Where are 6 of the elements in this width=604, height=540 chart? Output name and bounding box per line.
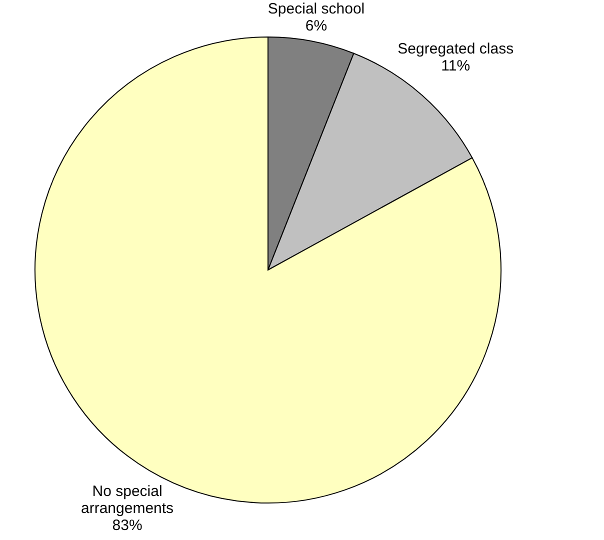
slice-label: No special arrangements xyxy=(80,482,174,517)
data-label: 11% xyxy=(441,58,470,75)
data-label: 83% xyxy=(112,516,142,534)
data-label: 6% xyxy=(305,17,328,34)
slice-label: Special school xyxy=(268,0,365,18)
slice-label: Segregated class xyxy=(398,40,514,58)
